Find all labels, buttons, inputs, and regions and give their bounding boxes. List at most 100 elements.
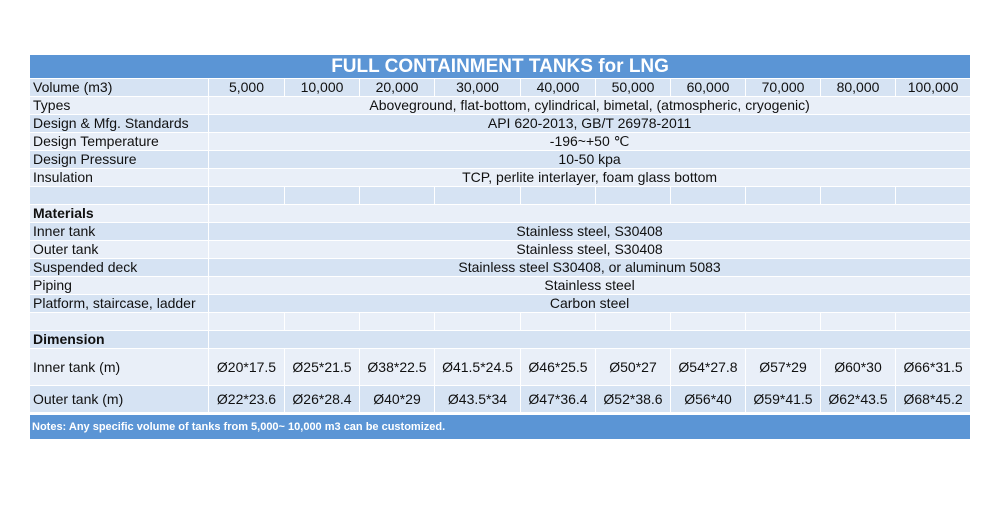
material-row: Piping Stainless steel [29,276,972,295]
dimension-row: Outer tank (m) Ø22*23.6 Ø26*28.4 Ø40*29 Ø43.… [29,385,972,413]
row-label: Piping [29,276,209,295]
blank-row [29,312,972,331]
row-label: Outer tank (m) [29,385,209,413]
section-heading: Dimension [29,330,209,349]
volume-cell: 30,000 [434,78,521,97]
spacer [29,412,971,415]
blank-cell [520,312,596,331]
dimension-cell: Ø62*43.5 [820,385,896,413]
material-value: Stainless steel S30408, or aluminum 5083 [207,258,972,277]
volume-cell: 50,000 [595,78,671,97]
blank-cell [745,186,821,205]
dimension-cell: Ø57*29 [745,348,821,386]
blank-cell [208,186,285,205]
header-row: Volume (m3) 5,000 10,000 20,000 30,000 40,000… [29,78,972,97]
row-label: Design Temperature [29,132,209,151]
spec-value: API 620-2013, GB/T 26978-2011 [207,114,972,133]
volume-cell: 80,000 [820,78,896,97]
dimension-row: Inner tank (m) Ø20*17.5 Ø25*21.5 Ø38*22.5 Ø4… [29,348,972,386]
blank-cell [207,204,972,223]
material-row: Suspended deck Stainless steel S30408, or… [29,258,972,277]
volume-cell: 10,000 [284,78,360,97]
material-value: Stainless steel, S30408 [207,222,972,241]
blank-cell [284,186,360,205]
volume-cell: 70,000 [745,78,821,97]
dimension-cell: Ø40*29 [359,385,435,413]
blank-cell [520,186,596,205]
dimension-cell: Ø20*17.5 [208,348,285,386]
spec-value: 10-50 kpa [207,150,972,169]
dimension-cell: Ø46*25.5 [520,348,596,386]
section-heading: Materials [29,204,209,223]
blank-cell [670,186,746,205]
blank-cell [208,312,285,331]
material-row: Platform, staircase, ladder Carbon steel [29,294,972,313]
spacer-row [29,412,971,415]
row-label: Suspended deck [29,258,209,277]
blank-cell [820,312,896,331]
notes: Notes: Any specific volume of tanks from… [28,414,972,440]
row-label: Platform, staircase, ladder [29,294,209,313]
dimension-cell: Ø59*41.5 [745,385,821,413]
blank-cell [359,312,435,331]
dimension-cell: Ø43.5*34 [434,385,521,413]
blank-cell [284,312,360,331]
volume-cell: 20,000 [359,78,435,97]
blank-cell [359,186,435,205]
dimension-cell: Ø25*21.5 [284,348,360,386]
row-label: Inner tank [29,222,209,241]
material-value: Stainless steel [207,276,972,295]
spec-row: Types Aboveground, flat-bottom, cylindric… [29,96,972,115]
row-label: Types [29,96,209,115]
volume-cell: 40,000 [520,78,596,97]
row-label: Inner tank (m) [29,348,209,386]
dimension-cell: Ø50*27 [595,348,671,386]
material-row: Outer tank Stainless steel, S30408 [29,240,972,259]
row-label: Outer tank [29,240,209,259]
dimension-cell: Ø68*45.2 [894,385,972,413]
spec-value: Aboveground, flat-bottom, cylindrical, b… [207,96,972,115]
row-label: Insulation [29,168,209,187]
blank-cell [894,186,972,205]
dimension-cell: Ø38*22.5 [359,348,435,386]
spec-table: FULL CONTAINMENT TANKS for LNG Volume (m3… [28,54,972,440]
dimension-cell: Ø26*28.4 [284,385,360,413]
notes-row: Notes: Any specific volume of tanks from… [28,414,972,440]
spec-row: Design Pressure 10-50 kpa [29,150,972,169]
title-row: FULL CONTAINMENT TANKS for LNG [28,54,972,79]
dimension-cell: Ø60*30 [820,348,896,386]
row-label: Design & Mfg. Standards [29,114,209,133]
dimension-cell: Ø56*40 [670,385,746,413]
blank-cell [595,186,671,205]
blank-cell [207,330,972,349]
blank-cell [595,312,671,331]
blank-cell [29,186,209,205]
blank-cell [29,312,209,331]
dimension-cell: Ø47*36.4 [520,385,596,413]
dimension-cell: Ø52*38.6 [595,385,671,413]
row-label: Design Pressure [29,150,209,169]
dimension-cell: Ø41.5*24.5 [434,348,521,386]
row-label: Volume (m3) [29,78,209,97]
blank-cell [434,312,521,331]
dimension-cell: Ø22*23.6 [208,385,285,413]
blank-cell [670,312,746,331]
table-title: FULL CONTAINMENT TANKS for LNG [28,54,972,79]
volume-cell: 100,000 [894,78,972,97]
material-value: Carbon steel [207,294,972,313]
volume-cell: 5,000 [208,78,285,97]
volume-cell: 60,000 [670,78,746,97]
blank-cell [745,312,821,331]
dimension-cell: Ø66*31.5 [894,348,972,386]
material-row: Inner tank Stainless steel, S30408 [29,222,972,241]
blank-cell [820,186,896,205]
section-row: Dimension [29,330,972,349]
spec-value: -196~+50 ℃ [207,132,972,151]
table-body: FULL CONTAINMENT TANKS for LNG Volume (m3… [28,54,972,440]
blank-cell [434,186,521,205]
spec-value: TCP, perlite interlayer, foam glass bott… [207,168,972,187]
spec-row: Insulation TCP, perlite interlayer, foam … [29,168,972,187]
spec-row: Design & Mfg. Standards API 620-2013, GB/… [29,114,972,133]
section-row: Materials [29,204,972,223]
